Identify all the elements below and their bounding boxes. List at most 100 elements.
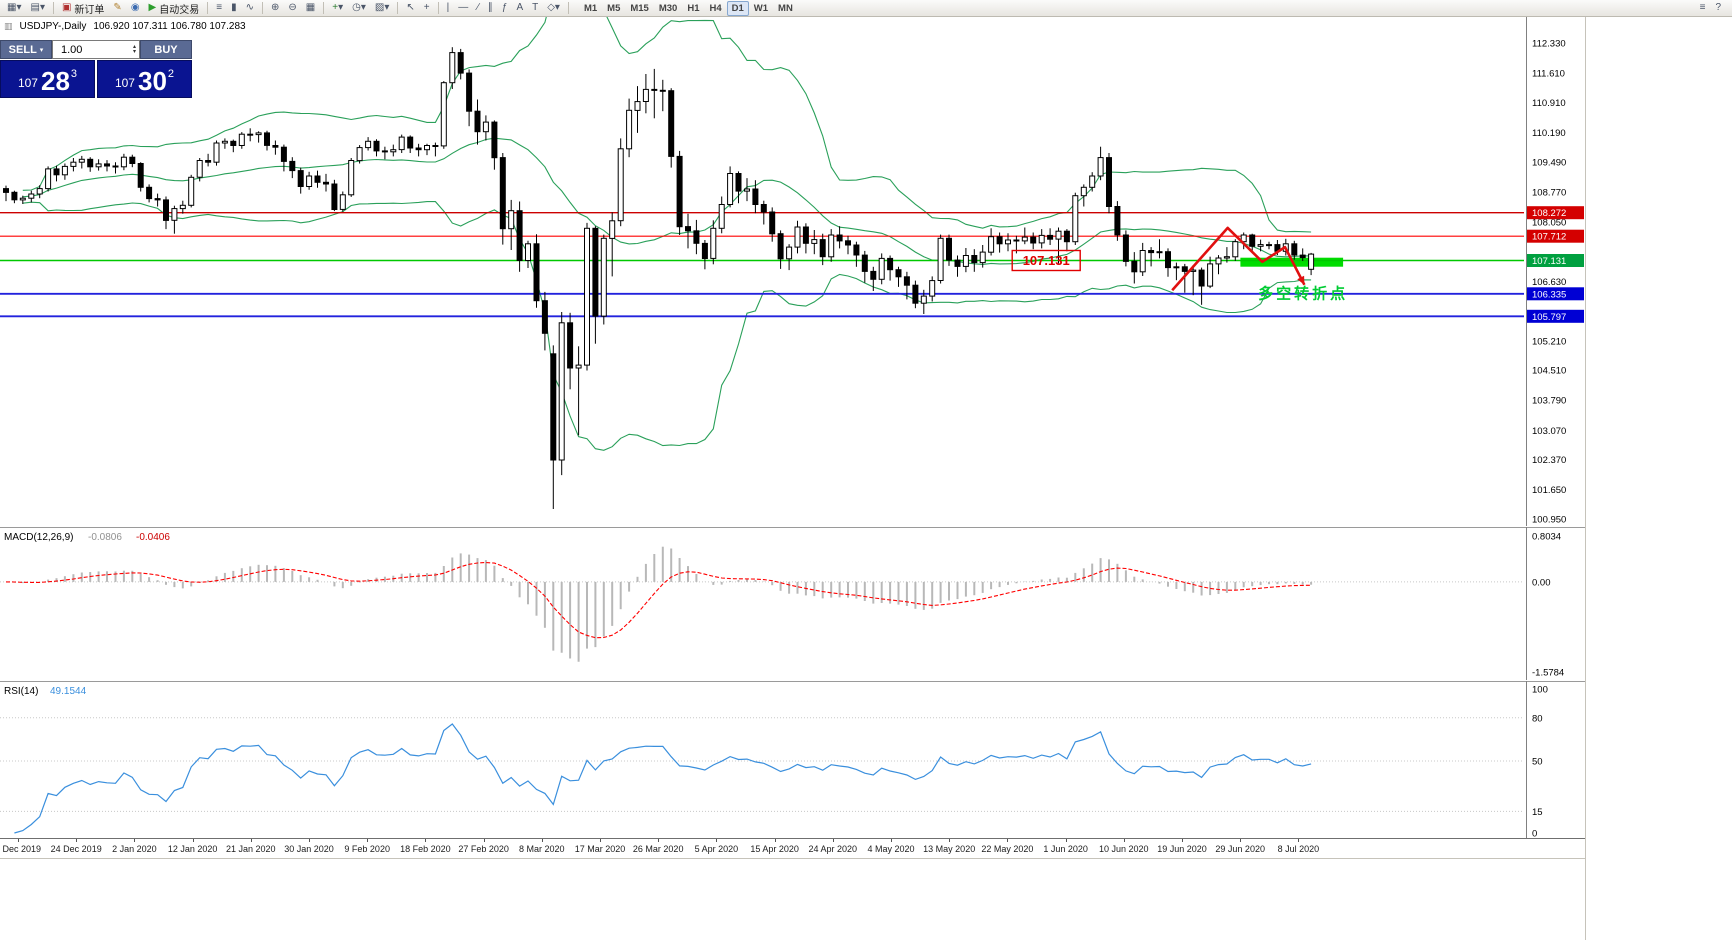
timeframe-d1-button[interactable]: D1 [726,0,749,16]
volume-input[interactable]: 1.00 ▴ ▾ [52,40,140,59]
price-tag [1527,287,1584,301]
crosshair-button[interactable]: + [420,1,434,16]
new-order-button[interactable]: ▣ 新订单 [58,1,108,16]
candlestick-chart-button[interactable]: ▮ [227,1,241,16]
cursor-button[interactable]: ↖ [402,1,418,16]
spinner-up-icon[interactable]: ▴ [132,43,136,50]
time-axis-tick [367,839,369,842]
time-axis-label: 5 Apr 2020 [694,844,739,854]
rsi-axis-label: 0 [1532,829,1537,839]
metaeditor-button[interactable]: ✎ [109,1,125,16]
price-tag-text: 106.335 [1532,289,1566,300]
trend-arrow[interactable] [1171,226,1306,292]
horizontal-line-button[interactable]: — [454,1,472,16]
menu-icon: ≡ [1699,2,1706,13]
time-axis-label: 17 Mar 2020 [574,844,626,854]
time-axis-label: 26 Mar 2020 [632,844,684,854]
templates-icon: ▨ [374,2,385,13]
autotrading-button[interactable]: ▶ 自动交易 [145,1,204,16]
text-button[interactable]: A [512,1,527,16]
sell-button-label: SELL [8,43,37,56]
timeframe-m5-button[interactable]: M5 [607,2,621,14]
volume-spinner[interactable]: ▴ ▾ [132,43,136,55]
menu-button[interactable]: ≡ [1696,1,1710,16]
profiles-button[interactable]: ▤ ▾ [26,1,48,16]
spinner-down-icon[interactable]: ▾ [132,48,136,55]
autotrading-icon: ▶ [148,2,157,13]
time-axis-tick [425,839,427,842]
timeframe-mn-button[interactable]: MN [778,2,793,14]
channel-button[interactable]: ∥ [484,1,497,16]
time-axis-tick [832,839,834,842]
vertical-line-icon: | [446,2,450,13]
time-axis-tick [1123,839,1125,842]
buy-price-panel[interactable]: 107 30 2 [97,60,192,98]
line-chart-button[interactable]: ∿ [242,1,258,16]
zoom-out-button[interactable]: ⊖ [284,1,300,16]
ohlc-values: 106.920 107.311 106.780 107.283 [93,21,246,32]
chart-symbol-line: ▥ USDJPY-,Daily 106.920 107.311 106.780 … [4,21,246,32]
main-chart[interactable]: 107.131 多空转折点 112.330 111.610 110.910 110.190… [0,17,1585,526]
timeframe-m1-button[interactable]: M1 [583,2,598,14]
price-callout-text: 107.131 [1023,253,1070,268]
templates-button[interactable]: ▨ ▾ [371,1,393,16]
rsi-pane[interactable]: RSI(14) 49.1544 100 80 50 15 0 [0,681,1585,838]
price-axis-label: 109.490 [1532,157,1566,168]
timeframe-m30-button[interactable]: M30 [658,2,678,14]
price-axis-label: 108.050 [1532,218,1566,229]
indicators-button[interactable]: + ▾ [328,1,347,16]
turning-point-label[interactable]: 多空转折点 [1258,285,1348,303]
price-axis-label: 104.510 [1532,366,1566,377]
zoom-in-button[interactable]: ⊕ [267,1,283,16]
sell-button[interactable]: SELL ▾ [0,40,52,59]
chart-window[interactable]: 107.131 多空转折点 112.330 111.610 110.910 110.190… [0,17,1585,858]
macd-pane[interactable]: MACD(12,26,9) -0.0806 -0.0406 0.8034 0.00 -1.… [0,527,1585,680]
tile-windows-button[interactable]: ▦ [302,1,319,16]
tile-windows-icon: ▦ [305,2,316,13]
price-callout-box[interactable] [1011,249,1081,272]
timeframe-h1-button[interactable]: H1 [687,2,700,14]
dropdown-arrow-icon: ▾ [384,2,390,13]
sell-price-panel[interactable]: 107 28 3 [0,60,95,98]
price-tag [1527,254,1584,267]
bar-chart-button[interactable]: ≡ [212,1,226,16]
bid-whole: 107 [17,76,38,90]
fibonacci-button[interactable]: ƒ [498,1,512,16]
vertical-line-button[interactable]: | [443,1,454,16]
help-button[interactable]: ? [1711,1,1725,16]
cursor-icon: ↖ [406,2,415,13]
time-axis[interactable]: 5 Dec 2019 24 Dec 2019 2 Jan 2020 12 Jan 20… [0,838,1585,858]
time-axis-tick [1240,839,1242,842]
time-axis-label: 8 Jul 2020 [1277,844,1320,854]
help-icon: ? [1715,2,1721,13]
new-order-button-label: 新订单 [74,4,105,16]
periods-button[interactable]: ◷ ▾ [348,1,370,16]
indicators-icon: + [332,2,339,13]
buy-button-label: BUY [154,43,178,56]
toolbar-separator [567,2,569,14]
price-axis-label: 100.950 [1532,515,1566,526]
market-watch-button[interactable]: ◉ [127,1,144,16]
toolbar-separator [52,2,54,14]
bollinger-middle-band [22,137,1312,265]
autotrading-button-label: 自动交易 [159,4,200,16]
macd-axis-label: 0.00 [1532,577,1551,588]
toolbar-separator [262,2,263,14]
label-button[interactable]: T [528,1,542,16]
new-chart-button[interactable]: ▦ ▾ [3,1,25,16]
price-axis-label: 110.190 [1532,128,1566,139]
volume-value: 1.00 [61,43,83,56]
timeframe-h4-button[interactable]: H4 [709,2,722,14]
macd-label: MACD(12,26,9) [4,532,73,543]
sell-dropdown-icon[interactable]: ▾ [39,46,44,54]
timeframe-w1-button[interactable]: W1 [753,2,769,14]
rsi-label: RSI(14) [4,686,38,697]
trendline-button[interactable]: ∕ [473,1,483,16]
market-watch-icon: ◉ [130,2,140,13]
shapes-button[interactable]: ◇ ▾ [543,1,564,16]
macd-axis-label: 0.8034 [1532,532,1561,543]
buy-button[interactable]: BUY [140,40,192,59]
timeframe-m15-button[interactable]: M15 [630,2,649,14]
price-axis-label: 106.630 [1532,277,1566,288]
time-axis-label: 24 Dec 2019 [50,844,102,854]
